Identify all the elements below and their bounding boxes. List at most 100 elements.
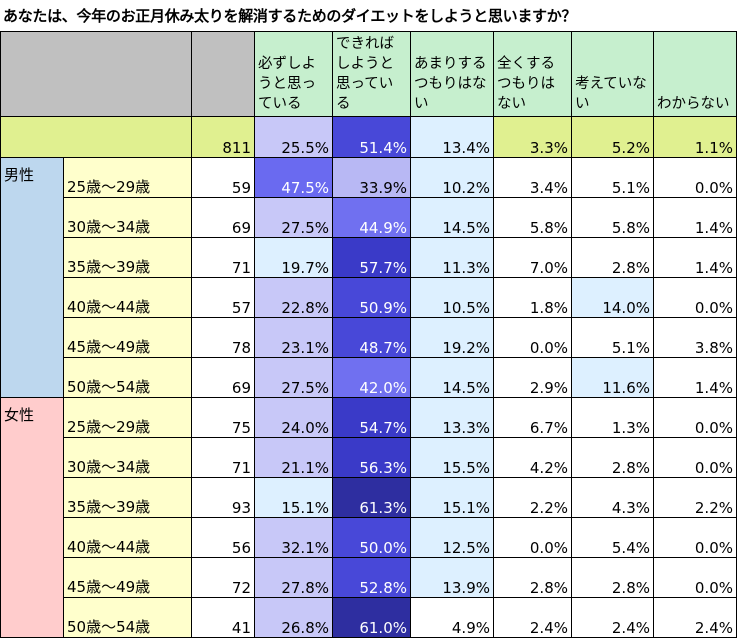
cell-value: 47.5%	[254, 157, 333, 198]
cell-value: 0.0%	[653, 157, 737, 198]
cell-value: 0.0%	[493, 517, 572, 558]
cell-value: 2.2%	[653, 477, 737, 518]
cell-value: 5.4%	[571, 517, 654, 558]
cell-value: 33.9%	[332, 157, 411, 198]
page-title: あなたは、今年のお正月休み太りを解消するためのダイエットをしようと思いますか？	[3, 7, 577, 25]
age-label: 30歳～34歳	[63, 197, 192, 238]
column-header: 考えていない	[571, 31, 654, 117]
column-header: 必ずしようと思っている	[254, 31, 333, 117]
cell-value: 2.2%	[493, 477, 572, 518]
total-n: 811	[191, 116, 255, 158]
cell-value: 27.5%	[254, 197, 333, 238]
results-table: 必ずしようと思っている できればしようと思っている あまりするつもりはない 全くするつ…	[0, 31, 737, 638]
age-label: 25歳～29歳	[63, 397, 192, 438]
table-row: 50歳～54歳 69 27.5% 42.0% 14.5% 2.9% 11.6% 1.4%	[1, 357, 737, 398]
table-row: 女性 25歳～29歳 75 24.0% 54.7% 13.3% 6.7% 1.3% 0.0%	[0, 397, 737, 638]
total-value: 13.4%	[410, 116, 494, 158]
cell-value: 2.4%	[571, 597, 654, 638]
cell-value: 14.5%	[410, 357, 494, 398]
cell-value: 42.0%	[332, 357, 411, 398]
row-n: 75	[191, 397, 255, 438]
cell-value: 61.0%	[332, 597, 411, 638]
header-corner	[0, 31, 192, 117]
cell-value: 5.1%	[571, 317, 654, 358]
cell-value: 15.1%	[254, 477, 333, 518]
table-row: 30歳～34歳 69 27.5% 44.9% 14.5% 5.8% 5.8% 1.4%	[1, 197, 737, 238]
cell-value: 52.8%	[332, 557, 411, 598]
cell-value: 44.9%	[332, 197, 411, 238]
age-label: 50歳～54歳	[63, 357, 192, 398]
cell-value: 4.9%	[410, 597, 494, 638]
age-label: 35歳～39歳	[63, 477, 192, 518]
row-n: 71	[191, 437, 255, 478]
cell-value: 22.8%	[254, 277, 333, 318]
age-label: 40歳～44歳	[63, 517, 192, 558]
cell-value: 4.3%	[571, 477, 654, 518]
total-row: 811 25.5% 51.4% 13.4% 3.3% 5.2% 1.1%	[0, 116, 737, 158]
row-n: 59	[191, 157, 255, 198]
cell-value: 19.7%	[254, 237, 333, 278]
cell-value: 15.1%	[410, 477, 494, 518]
cell-value: 27.5%	[254, 357, 333, 398]
cell-value: 56.3%	[332, 437, 411, 478]
cell-value: 3.4%	[493, 157, 572, 198]
row-n: 41	[191, 597, 255, 638]
cell-value: 57.7%	[332, 237, 411, 278]
cell-value: 4.2%	[493, 437, 572, 478]
table-row: 45歳～49歳 72 27.8% 52.8% 13.9% 2.8% 2.8% 0.0%	[1, 557, 737, 598]
total-value: 1.1%	[653, 116, 737, 158]
cell-value: 61.3%	[332, 477, 411, 518]
table-row: 40歳～44歳 56 32.1% 50.0% 12.5% 0.0% 5.4% 0.0%	[1, 517, 737, 558]
cell-value: 2.8%	[571, 237, 654, 278]
row-n: 69	[191, 357, 255, 398]
cell-value: 10.5%	[410, 277, 494, 318]
cell-value: 26.8%	[254, 597, 333, 638]
cell-value: 0.0%	[653, 557, 737, 598]
total-value: 51.4%	[332, 116, 411, 158]
cell-value: 13.3%	[410, 397, 494, 438]
cell-value: 50.9%	[332, 277, 411, 318]
table-row: 男性 25歳～29歳 59 47.5% 33.9% 10.2% 3.4% 5.1% 0.0%	[0, 157, 737, 398]
header-n	[191, 31, 255, 117]
cell-value: 13.9%	[410, 557, 494, 598]
cell-value: 14.0%	[571, 277, 654, 318]
cell-value: 21.1%	[254, 437, 333, 478]
table-row: 30歳～34歳 71 21.1% 56.3% 15.5% 4.2% 2.8% 0.0%	[1, 437, 737, 478]
column-header: 全くするつもりはない	[493, 31, 572, 117]
cell-value: 1.8%	[493, 277, 572, 318]
row-n: 71	[191, 237, 255, 278]
cell-value: 10.2%	[410, 157, 494, 198]
cell-value: 23.1%	[254, 317, 333, 358]
row-n: 78	[191, 317, 255, 358]
gender-label: 女性	[0, 397, 64, 638]
cell-value: 50.0%	[332, 517, 411, 558]
cell-value: 32.1%	[254, 517, 333, 558]
cell-value: 2.8%	[571, 557, 654, 598]
cell-value: 12.5%	[410, 517, 494, 558]
cell-value: 2.4%	[493, 597, 572, 638]
age-label: 50歳～54歳	[63, 597, 192, 638]
age-label: 30歳～34歳	[63, 437, 192, 478]
cell-value: 11.6%	[571, 357, 654, 398]
age-label: 45歳～49歳	[63, 317, 192, 358]
cell-value: 19.2%	[410, 317, 494, 358]
cell-value: 27.8%	[254, 557, 333, 598]
column-header: できればしようと思っている	[332, 31, 411, 117]
cell-value: 2.8%	[571, 437, 654, 478]
cell-value: 1.4%	[653, 197, 737, 238]
age-label: 40歳～44歳	[63, 277, 192, 318]
cell-value: 0.0%	[653, 437, 737, 478]
row-n: 69	[191, 197, 255, 238]
cell-value: 5.8%	[493, 197, 572, 238]
cell-value: 2.8%	[493, 557, 572, 598]
age-label: 25歳～29歳	[63, 157, 192, 198]
cell-value: 14.5%	[410, 197, 494, 238]
cell-value: 0.0%	[653, 517, 737, 558]
total-value: 25.5%	[254, 116, 333, 158]
cell-value: 1.4%	[653, 237, 737, 278]
cell-value: 2.9%	[493, 357, 572, 398]
cell-value: 1.4%	[653, 357, 737, 398]
cell-value: 0.0%	[653, 277, 737, 318]
cell-value: 54.7%	[332, 397, 411, 438]
age-label: 35歳～39歳	[63, 237, 192, 278]
